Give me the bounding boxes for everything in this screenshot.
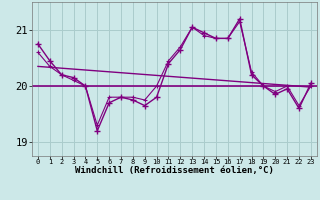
X-axis label: Windchill (Refroidissement éolien,°C): Windchill (Refroidissement éolien,°C) (75, 166, 274, 175)
